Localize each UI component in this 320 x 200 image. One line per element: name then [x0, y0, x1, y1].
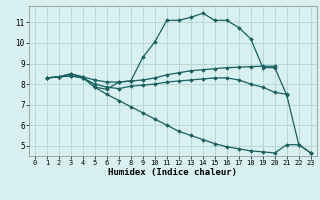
- X-axis label: Humidex (Indice chaleur): Humidex (Indice chaleur): [108, 168, 237, 177]
